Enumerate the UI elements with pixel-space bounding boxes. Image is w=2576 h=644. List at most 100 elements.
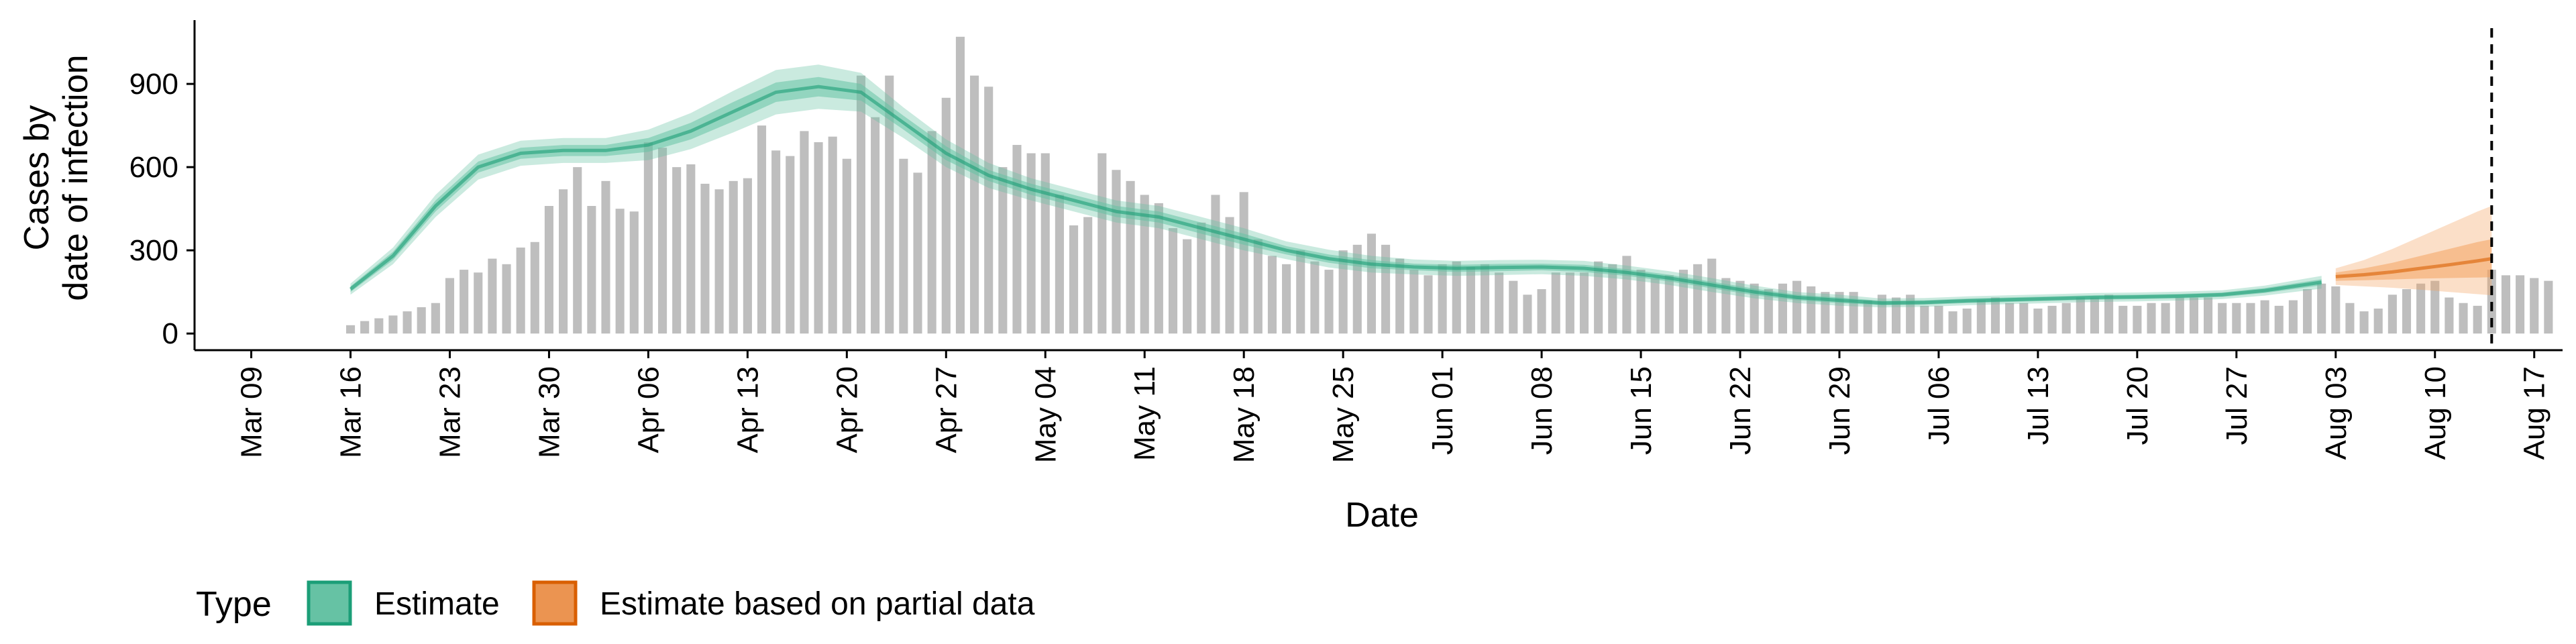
bar [445,278,455,334]
bar [488,258,497,334]
bar [1352,244,1362,334]
bar [871,117,880,334]
bar [786,156,795,334]
bar [417,307,426,334]
bar [1083,217,1093,334]
bar [1565,272,1574,334]
bar [2175,297,2184,334]
bar [2345,303,2355,334]
bar [1140,195,1149,334]
bar-series [345,36,2553,334]
x-tick-label: Aug 03 [2320,366,2353,460]
bar [431,303,440,334]
legend-label-estimate: Estimate [374,586,500,622]
bar [1551,272,1560,334]
bar [927,131,936,334]
bar [1395,258,1405,334]
y-tick-label: 600 [129,151,178,184]
y-ticks: 0 300 600 900 [129,68,195,350]
bar [1055,195,1064,334]
bar [1934,305,1943,334]
bar [374,318,384,334]
bar [2501,275,2511,334]
partial-ribbon-50 [2335,239,2492,281]
bar [2204,297,2213,334]
x-tick-label: Apr 20 [830,366,863,453]
bar [1594,261,1603,334]
bar [2302,289,2312,334]
x-tick-label: Jul 20 [2121,366,2154,445]
bar [1154,203,1163,334]
bar [1197,222,1206,334]
bar [800,131,809,334]
bar [2047,305,2057,334]
x-tick-label: Jun 29 [1823,366,1856,455]
bar [1310,261,1320,334]
bar [2387,294,2397,334]
bar [573,167,582,334]
bar [2189,297,2198,334]
estimate-ribbons [349,64,2492,308]
y-axis-label-line1: Cases by [17,105,56,251]
bar [1750,283,1759,334]
bar [1324,270,1334,334]
bar [559,189,568,334]
x-tick-label: Mar 23 [434,366,467,458]
bar [2076,297,2085,334]
y-tick-label: 0 [162,317,178,350]
bar [885,75,894,334]
bar [1948,311,1957,334]
bar [1792,280,1802,334]
bar [1650,278,1660,334]
bar [955,36,965,334]
bar [714,189,724,334]
bar [970,75,979,334]
bar [672,167,682,334]
bar [2544,280,2553,334]
legend-label-partial: Estimate based on partial data [600,586,1035,622]
x-tick-label: Jul 06 [1923,366,1955,445]
bar [1920,305,1929,334]
bar [1225,217,1234,334]
x-tick-label: Jun 01 [1426,366,1459,455]
x-tick-label: Jun 15 [1625,366,1658,455]
bar [757,125,767,334]
bar [1466,266,1475,334]
legend-title: Type [196,585,272,624]
bar [2232,303,2241,334]
bar [2033,308,2043,334]
bar [998,167,1008,334]
bar [2061,303,2071,334]
bar [1721,278,1731,334]
bar [1962,308,1972,334]
x-tick-label: Aug 17 [2518,366,2551,460]
bar [2373,308,2383,334]
bar [1012,145,1022,334]
bar [1891,297,1901,334]
x-tick-label: Jul 13 [2022,366,2055,445]
bar [1863,300,1872,334]
x-tick-label: Apr 06 [632,366,665,453]
bar [814,142,823,334]
bar [2118,305,2128,334]
bar [1664,275,1674,334]
bar [984,87,994,334]
estimate-median-line [349,85,2322,305]
bar [587,206,596,334]
bar [1821,292,1830,334]
y-tick-label: 300 [129,234,178,267]
bar [1338,250,1348,334]
bar [1168,228,1178,334]
bar [2516,275,2525,334]
bar [1296,250,1305,334]
bar [530,241,539,334]
bar [2359,311,2369,334]
bar [2274,305,2284,334]
bar [1537,289,1546,334]
bar [2530,278,2539,334]
x-ticks: Mar 09 Mar 16 Mar 23 Mar 30 Apr 06 Apr 13 Apr … [235,350,2551,463]
bar [1735,280,1745,334]
x-axis-label: Date [1345,496,1419,535]
bar [629,211,639,334]
